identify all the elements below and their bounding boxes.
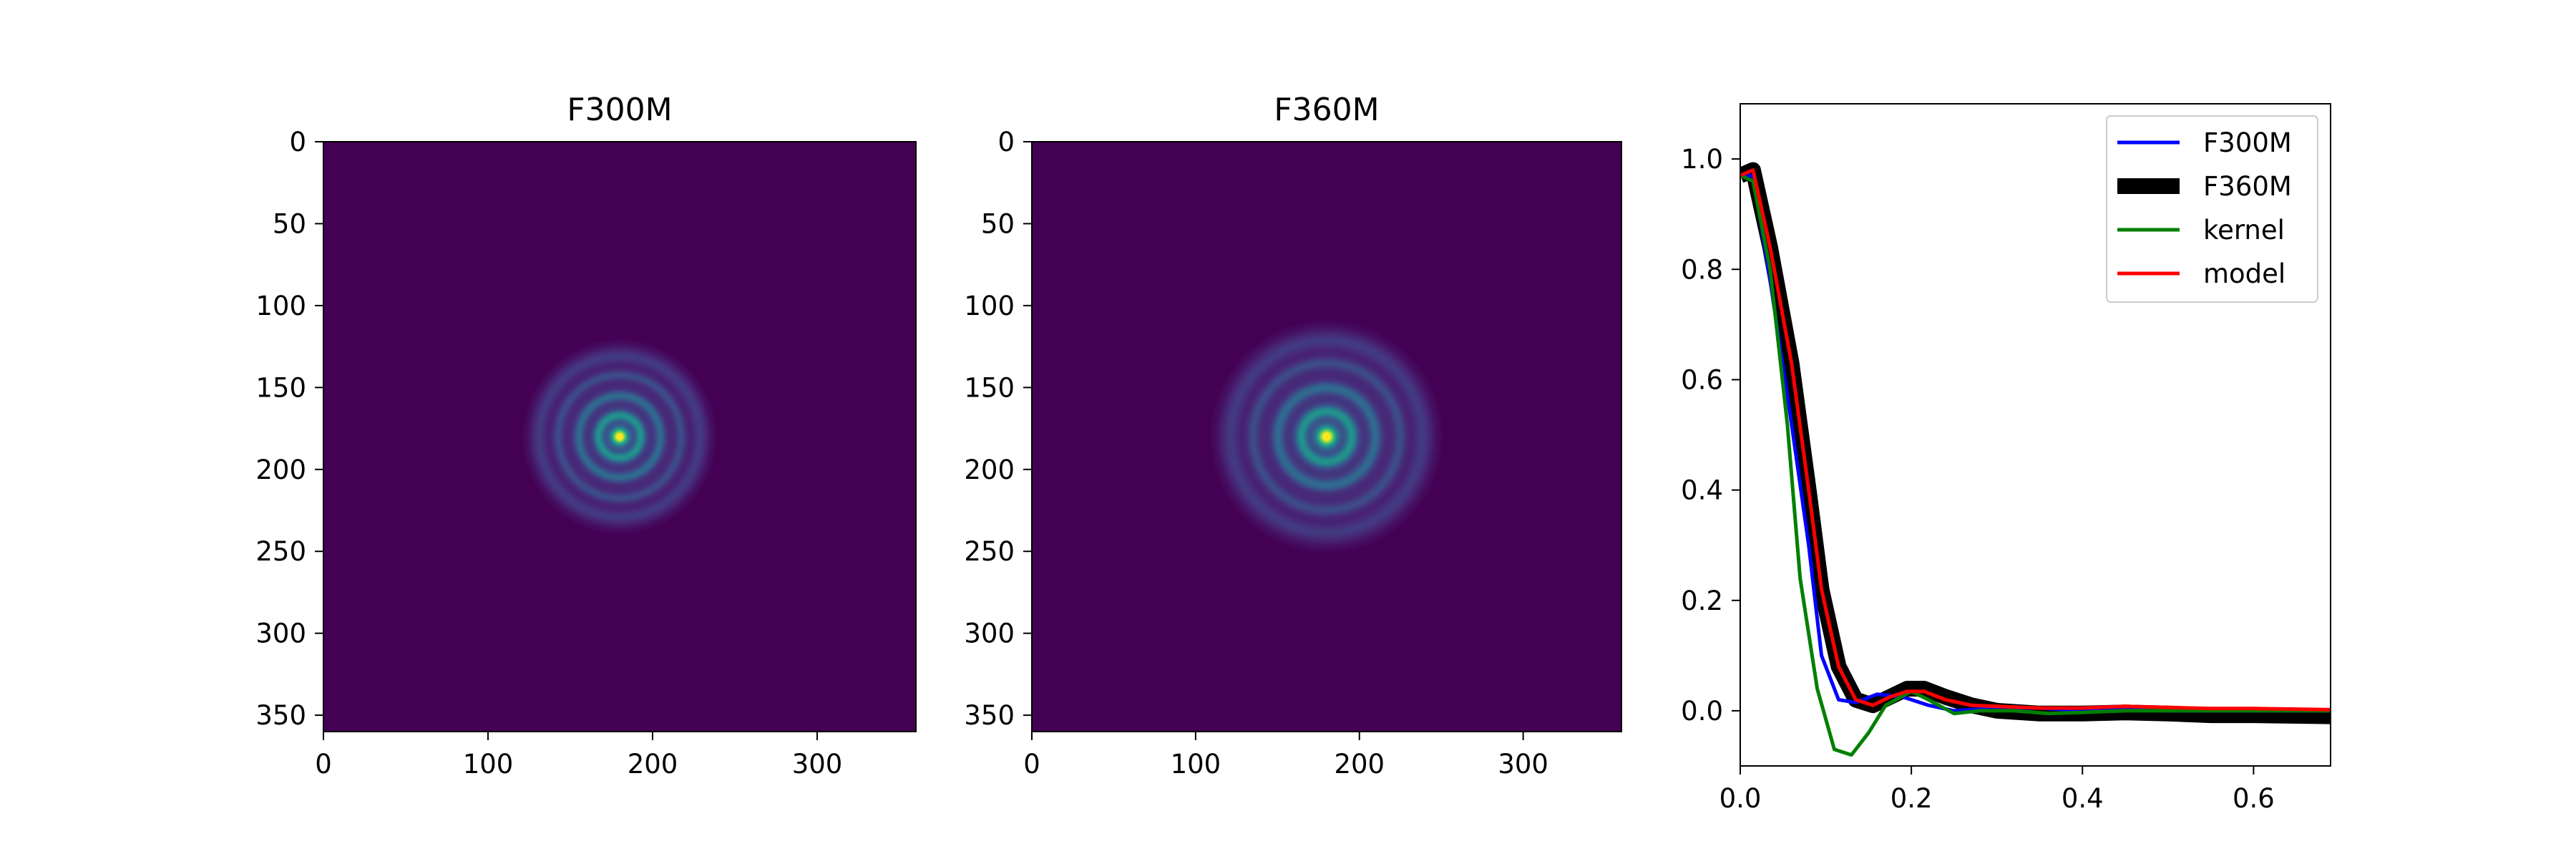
series-line-model <box>1740 168 2331 712</box>
panel-f300m-frame <box>323 141 917 732</box>
legend-label-f360m: F360M <box>2203 171 2292 202</box>
y-tick-label: 250 <box>255 536 306 567</box>
y-tick-label: 0 <box>997 127 1015 157</box>
psf-ring <box>1325 435 1328 438</box>
y-tick-label: 150 <box>964 372 1015 403</box>
panel-f300m: F300M 0 100 200 300 0 50 100 150 200 250 300 350 <box>255 92 917 780</box>
y-tick-label: 0.8 <box>1681 254 1723 285</box>
panel-f360m-psf-rings <box>1209 319 1445 555</box>
y-tick-label: 50 <box>273 208 306 239</box>
panel-f300m-y-axis: 0 50 100 150 200 250 300 350 <box>255 127 323 731</box>
y-tick-label: 0.0 <box>1681 696 1723 727</box>
x-tick-label: 300 <box>1498 749 1548 780</box>
legend-label-f300m: F300M <box>2203 127 2292 158</box>
legend-box <box>2106 115 2318 303</box>
panel-f360m-title: F360M <box>1274 92 1379 128</box>
y-tick-label: 0.4 <box>1681 475 1723 506</box>
profile-series-lines <box>1740 162 2331 757</box>
y-tick-label: 50 <box>981 208 1015 239</box>
profile-legend: F300M F360M kernel model <box>2106 115 2318 303</box>
x-tick-label: 0.2 <box>1890 783 1933 814</box>
y-tick-label: 100 <box>964 291 1015 321</box>
y-tick-label: 1.0 <box>1681 144 1723 175</box>
y-tick-label: 200 <box>255 455 306 485</box>
x-tick-label: 100 <box>1171 749 1221 780</box>
x-tick-label: 0 <box>315 749 332 780</box>
panel-f300m-title: F300M <box>567 92 672 128</box>
x-tick-label: 0 <box>1023 749 1040 780</box>
y-tick-label: 200 <box>964 455 1015 485</box>
y-tick-label: 0.6 <box>1681 364 1723 395</box>
profile-y-axis: 0.0 0.2 0.4 0.6 0.8 1.0 <box>1681 144 1740 727</box>
x-tick-label: 300 <box>792 749 843 780</box>
y-tick-label: 300 <box>964 618 1015 649</box>
x-tick-label: 200 <box>628 749 678 780</box>
y-tick-label: 100 <box>255 291 306 321</box>
x-tick-label: 0.0 <box>1719 783 1762 814</box>
y-tick-label: 300 <box>255 618 306 649</box>
panel-f360m-x-axis: 0 100 200 300 <box>1023 732 1548 780</box>
y-tick-label: 350 <box>255 700 306 731</box>
panel-f360m: F360M 0 100 200 300 0 50 100 150 200 250 300 350 <box>964 92 1622 780</box>
y-tick-label: 250 <box>964 536 1015 567</box>
profile-x-axis: 0.0 0.2 0.4 0.6 <box>1719 766 2275 814</box>
y-tick-label: 0.2 <box>1681 586 1723 616</box>
psf-ring <box>618 435 621 438</box>
profile-plot-frame <box>1740 103 2331 767</box>
legend-label-model: model <box>2203 258 2285 289</box>
panel-f360m-frame <box>1031 141 1622 732</box>
x-tick-label: 0.6 <box>2233 783 2275 814</box>
y-tick-label: 350 <box>964 700 1015 731</box>
panel-f360m-y-axis: 0 50 100 150 200 250 300 350 <box>964 127 1032 731</box>
y-tick-label: 150 <box>255 372 306 403</box>
x-tick-label: 100 <box>463 749 514 780</box>
panel-f300m-psf-rings <box>521 338 718 535</box>
x-tick-label: 0.4 <box>2062 783 2104 814</box>
legend-label-kernel: kernel <box>2203 215 2285 246</box>
panel-profile-plot: 0.0 0.2 0.4 0.6 0.0 0.2 0.4 0.6 0.8 1.0 F300M F36… <box>1681 103 2331 814</box>
x-tick-label: 200 <box>1334 749 1385 780</box>
panel-f300m-x-axis: 0 100 200 300 <box>315 732 842 780</box>
y-tick-label: 0 <box>289 127 306 157</box>
